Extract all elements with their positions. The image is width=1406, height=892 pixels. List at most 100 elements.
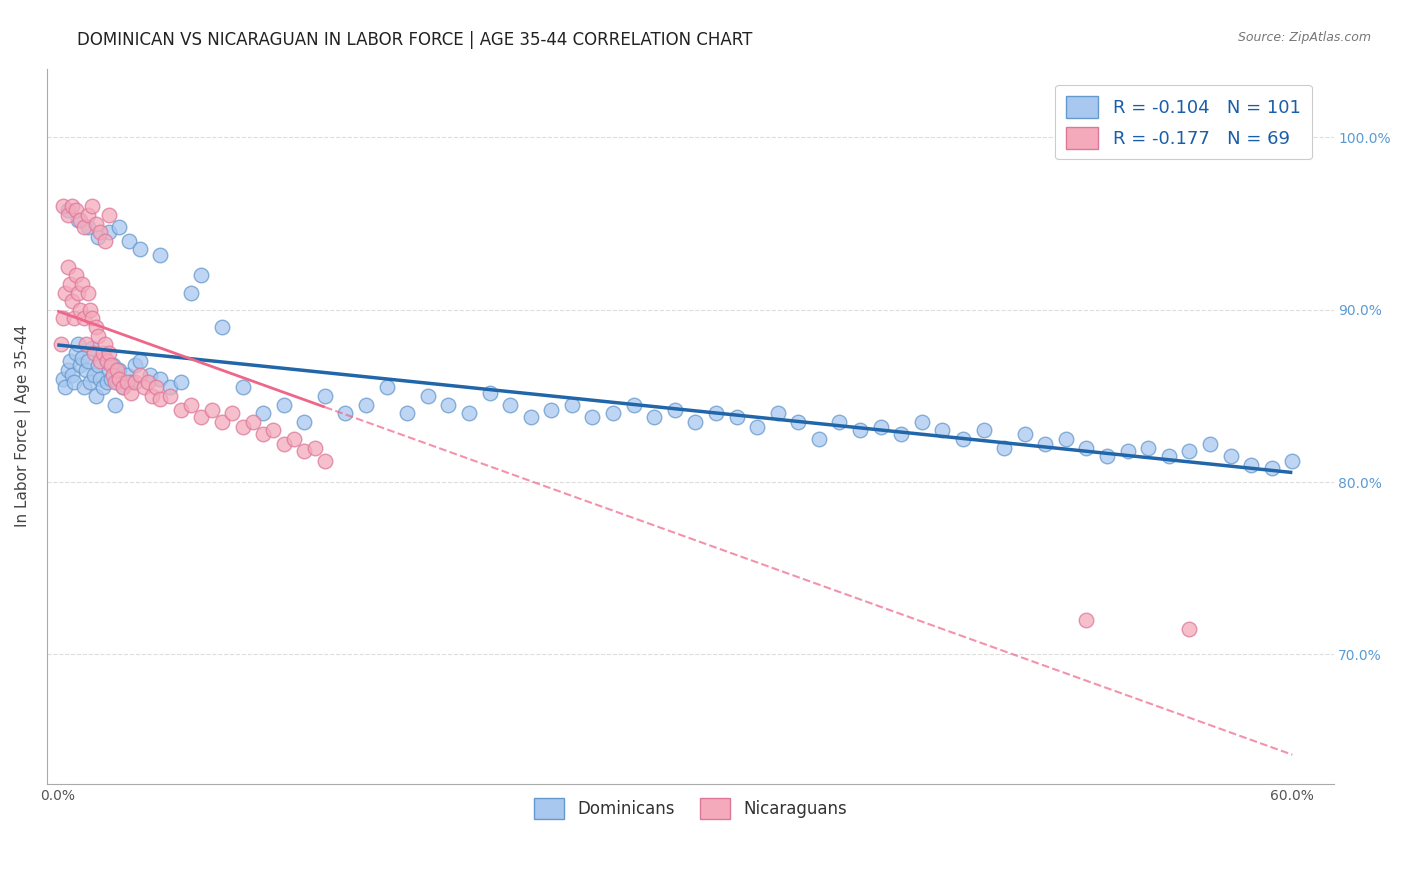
Point <box>170 402 193 417</box>
Point <box>1261 461 1284 475</box>
Point <box>664 402 686 417</box>
Point <box>180 398 202 412</box>
Point <box>1076 441 1098 455</box>
Point <box>869 420 891 434</box>
Point <box>704 406 727 420</box>
Point <box>65 268 87 283</box>
Point <box>66 285 89 300</box>
Point <box>458 406 481 420</box>
Point <box>396 406 419 420</box>
Point <box>75 337 97 351</box>
Point <box>65 202 87 217</box>
Point <box>79 375 101 389</box>
Point <box>623 398 645 412</box>
Point <box>124 358 146 372</box>
Point <box>52 372 75 386</box>
Point <box>314 454 336 468</box>
Point <box>643 409 665 424</box>
Point <box>499 398 522 412</box>
Point <box>335 406 357 420</box>
Point <box>1199 437 1222 451</box>
Point <box>416 389 439 403</box>
Point <box>86 217 108 231</box>
Point <box>55 380 77 394</box>
Point <box>73 311 96 326</box>
Point <box>128 368 150 383</box>
Point <box>55 285 77 300</box>
Point <box>105 363 128 377</box>
Point <box>911 415 934 429</box>
Point <box>89 354 111 368</box>
Point <box>314 389 336 403</box>
Point <box>1178 444 1201 458</box>
Point <box>211 415 233 429</box>
Point <box>51 337 73 351</box>
Point <box>89 372 111 386</box>
Point <box>101 358 124 372</box>
Point <box>128 354 150 368</box>
Point <box>766 406 789 420</box>
Point <box>77 285 100 300</box>
Point <box>56 260 79 274</box>
Point <box>602 406 624 420</box>
Point <box>201 402 224 417</box>
Point <box>87 358 110 372</box>
Point <box>108 220 131 235</box>
Point <box>96 375 118 389</box>
Point <box>931 424 953 438</box>
Point <box>993 441 1015 455</box>
Point <box>890 426 912 441</box>
Point <box>304 441 326 455</box>
Point <box>83 368 105 383</box>
Point <box>96 354 118 368</box>
Point <box>120 385 142 400</box>
Point <box>56 202 79 217</box>
Point <box>77 354 100 368</box>
Point <box>540 402 562 417</box>
Point <box>1054 432 1077 446</box>
Point <box>73 380 96 394</box>
Point <box>117 375 139 389</box>
Point <box>952 432 974 446</box>
Point <box>60 294 83 309</box>
Point <box>581 409 603 424</box>
Point <box>65 346 87 360</box>
Point <box>86 389 108 403</box>
Point <box>283 432 305 446</box>
Point <box>104 375 127 389</box>
Point <box>87 230 110 244</box>
Point <box>52 311 75 326</box>
Point <box>242 415 264 429</box>
Point <box>1157 450 1180 464</box>
Point <box>231 380 253 394</box>
Point <box>149 392 172 407</box>
Point <box>97 363 120 377</box>
Point <box>120 375 142 389</box>
Point <box>62 311 84 326</box>
Point <box>66 337 89 351</box>
Point <box>112 380 135 394</box>
Point <box>437 398 460 412</box>
Point <box>292 415 315 429</box>
Point <box>828 415 851 429</box>
Point <box>97 225 120 239</box>
Point <box>159 389 181 403</box>
Point <box>807 432 830 446</box>
Point <box>82 311 104 326</box>
Point <box>180 285 202 300</box>
Point <box>117 368 139 383</box>
Point <box>93 337 115 351</box>
Point <box>75 363 97 377</box>
Point <box>725 409 748 424</box>
Point <box>1281 454 1303 468</box>
Point <box>139 368 162 383</box>
Point <box>1137 441 1160 455</box>
Point <box>1240 458 1263 472</box>
Point <box>79 302 101 317</box>
Point <box>1095 450 1118 464</box>
Point <box>561 398 583 412</box>
Text: Source: ZipAtlas.com: Source: ZipAtlas.com <box>1237 31 1371 45</box>
Point <box>59 277 82 291</box>
Point <box>190 268 212 283</box>
Point <box>118 234 141 248</box>
